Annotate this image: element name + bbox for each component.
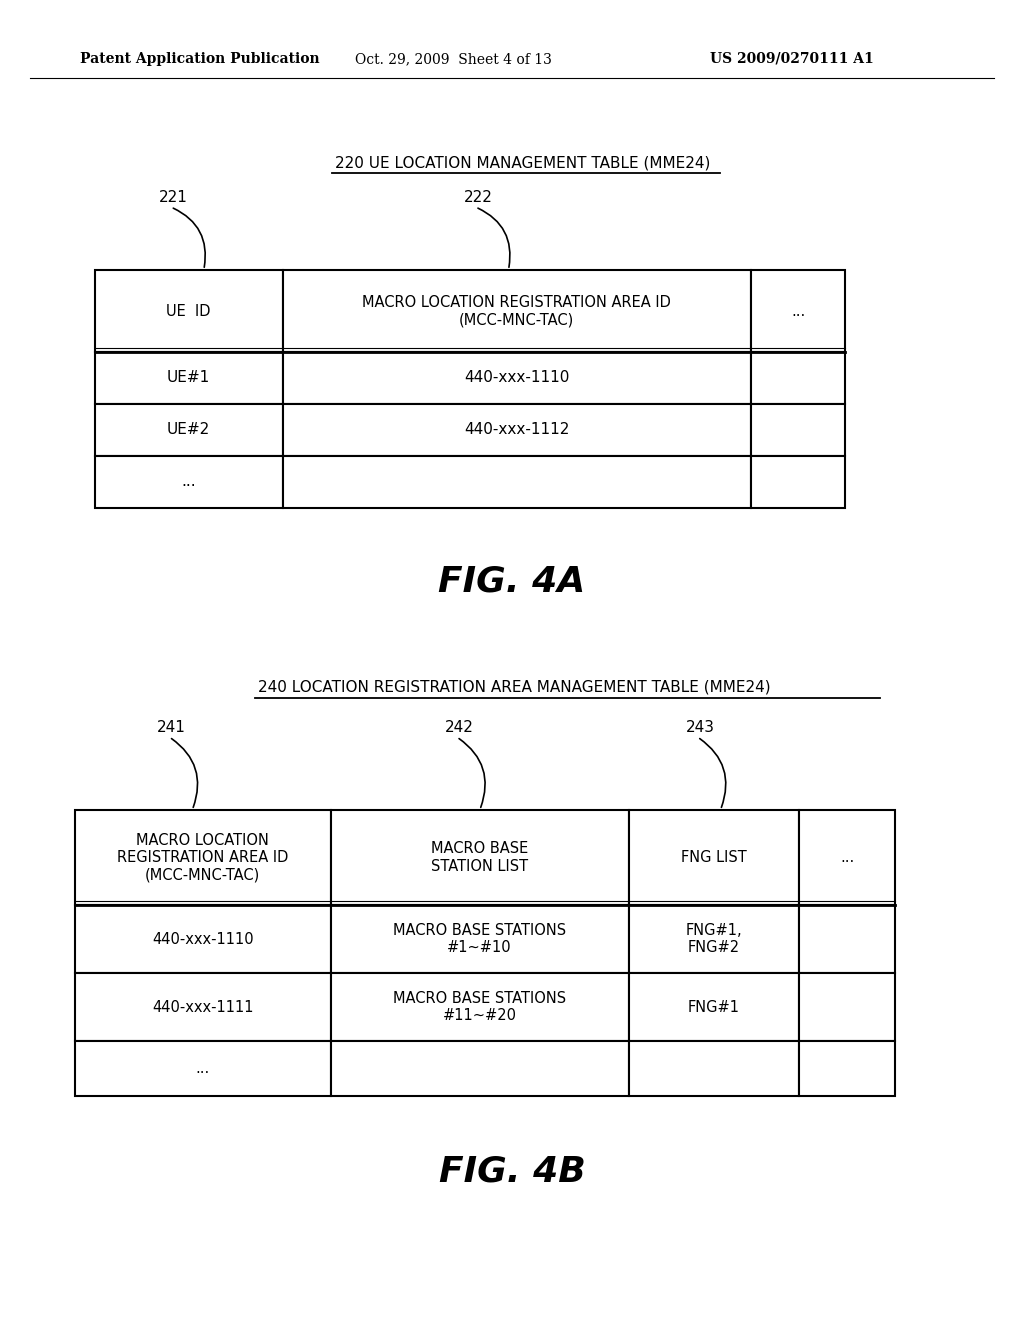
Bar (283, 271, 752, 352)
Bar (799, 810, 895, 906)
Bar (629, 906, 799, 973)
Text: FNG#1: FNG#1 (688, 999, 740, 1015)
Text: UE#2: UE#2 (167, 422, 210, 437)
Bar (283, 352, 752, 404)
Bar (331, 906, 629, 973)
Text: UE  ID: UE ID (167, 304, 211, 318)
Bar (752, 404, 845, 455)
Bar (331, 810, 629, 906)
Text: MACRO BASE
STATION LIST: MACRO BASE STATION LIST (431, 841, 528, 874)
Text: 440-xxx-1112: 440-xxx-1112 (464, 422, 569, 437)
Text: Patent Application Publication: Patent Application Publication (80, 51, 319, 66)
Text: 240 LOCATION REGISTRATION AREA MANAGEMENT TABLE (MME24): 240 LOCATION REGISTRATION AREA MANAGEMEN… (258, 680, 771, 696)
Text: 440-xxx-1110: 440-xxx-1110 (152, 932, 254, 946)
Bar (799, 1041, 895, 1096)
Bar (629, 973, 799, 1041)
Text: US 2009/0270111 A1: US 2009/0270111 A1 (710, 51, 873, 66)
Text: FNG#1,
FNG#2: FNG#1, FNG#2 (686, 923, 742, 956)
Text: FNG LIST: FNG LIST (681, 850, 746, 865)
Text: ...: ... (181, 474, 196, 490)
Text: ...: ... (791, 304, 805, 318)
Bar (75, 906, 331, 973)
Text: MACRO LOCATION
REGISTRATION AREA ID
(MCC-MNC-TAC): MACRO LOCATION REGISTRATION AREA ID (MCC… (117, 833, 289, 882)
Text: 221: 221 (159, 190, 187, 205)
Text: MACRO LOCATION REGISTRATION AREA ID
(MCC-MNC-TAC): MACRO LOCATION REGISTRATION AREA ID (MCC… (362, 294, 672, 327)
Text: 243: 243 (685, 719, 715, 735)
Bar (799, 973, 895, 1041)
Bar (629, 810, 799, 906)
Bar (95, 404, 283, 455)
Text: 222: 222 (464, 190, 493, 205)
Text: MACRO BASE STATIONS
#11∼#20: MACRO BASE STATIONS #11∼#20 (393, 991, 566, 1023)
Text: 440-xxx-1110: 440-xxx-1110 (464, 371, 569, 385)
Bar (331, 1041, 629, 1096)
Bar (283, 404, 752, 455)
Text: FIG. 4A: FIG. 4A (438, 565, 586, 599)
Bar (95, 271, 283, 352)
Bar (95, 352, 283, 404)
Text: UE#1: UE#1 (167, 371, 210, 385)
Text: 241: 241 (158, 719, 186, 735)
Text: ...: ... (840, 850, 854, 865)
Bar (752, 352, 845, 404)
Text: Oct. 29, 2009  Sheet 4 of 13: Oct. 29, 2009 Sheet 4 of 13 (355, 51, 552, 66)
Bar (283, 455, 752, 508)
Bar (95, 455, 283, 508)
Bar (752, 455, 845, 508)
Bar (799, 906, 895, 973)
Text: 440-xxx-1111: 440-xxx-1111 (152, 999, 254, 1015)
Text: FIG. 4B: FIG. 4B (438, 1155, 586, 1189)
Bar (75, 1041, 331, 1096)
Text: ...: ... (196, 1061, 210, 1076)
Text: 242: 242 (444, 719, 474, 735)
Text: MACRO BASE STATIONS
#1∼#10: MACRO BASE STATIONS #1∼#10 (393, 923, 566, 956)
Bar (331, 973, 629, 1041)
Bar (629, 1041, 799, 1096)
Bar (752, 271, 845, 352)
Bar (75, 810, 331, 906)
Text: 220 UE LOCATION MANAGEMENT TABLE (MME24): 220 UE LOCATION MANAGEMENT TABLE (MME24) (335, 154, 711, 170)
Bar (75, 973, 331, 1041)
